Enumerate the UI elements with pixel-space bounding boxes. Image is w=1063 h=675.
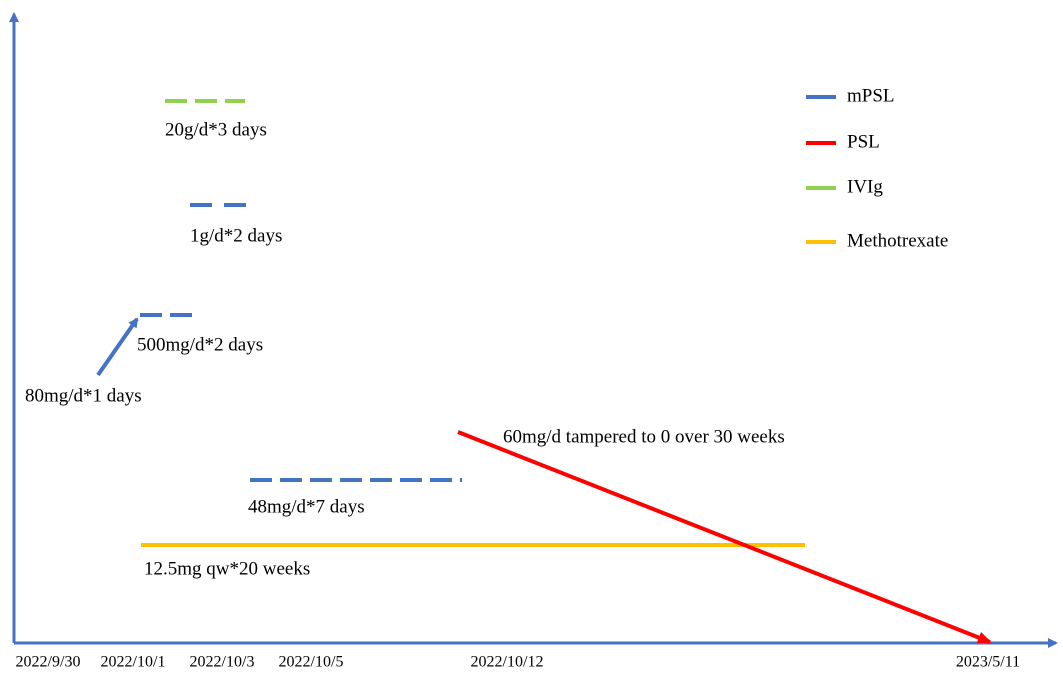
x-label: 2022/10/1 [101,654,166,671]
x-label: 2022/9/30 [16,654,81,671]
annotation: 500mg/d*2 days [137,334,263,355]
annotation: 20g/d*3 days [165,119,267,140]
x-label: 2022/10/12 [471,654,544,671]
annotation: 12.5mg qw*20 weeks [144,558,310,579]
annotation: 80mg/d*1 days [25,385,142,406]
x-label: 2022/10/5 [279,654,344,671]
annotation: 1g/d*2 days [190,225,282,246]
mpsl-arrow [96,317,139,377]
x-label: 2022/10/3 [190,654,255,671]
psl-line [457,430,992,644]
legend-label: IVIg [847,176,883,197]
annotation: 48mg/d*7 days [248,496,365,517]
annotation: 60mg/d tampered to 0 over 30 weeks [503,426,785,447]
x-label: 2023/5/11 [956,654,1020,671]
legend-label: mPSL [847,85,895,106]
legend-label: PSL [847,131,880,152]
legend-label: Methotrexate [847,230,948,251]
